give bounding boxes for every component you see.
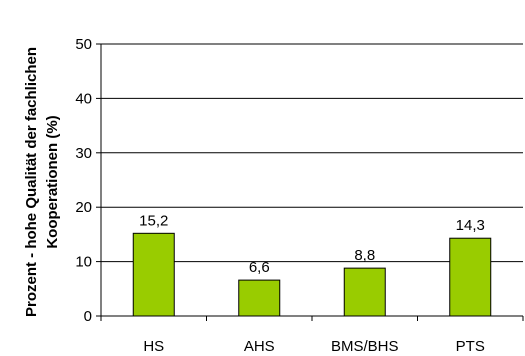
y-axis-tick-labels: 0 10 20 30 40 50	[75, 36, 92, 325]
x-tick-label-ahs: AHS	[244, 338, 275, 355]
bar-hs	[132, 232, 175, 317]
y-tick-label-30: 30	[75, 145, 92, 162]
y-tick-label-20: 20	[75, 199, 92, 216]
y-tick-label-40: 40	[75, 90, 92, 107]
y-axis-title-line-1: Prozent - hohe Qualität der fachlichen	[23, 47, 40, 317]
x-tick-label-hs: HS	[143, 338, 164, 355]
y-tick-label-0: 0	[84, 308, 92, 325]
data-label-ahs: 6,6	[249, 259, 270, 276]
data-label-bms-bhs: 8,8	[354, 247, 375, 264]
axes	[96, 43, 524, 321]
data-label-pts: 14,3	[456, 217, 485, 234]
bar-pts	[449, 237, 492, 317]
x-tick-label-pts: PTS	[456, 338, 485, 355]
y-axis-title: Prozent - hohe Qualität der fachlichen K…	[23, 47, 61, 317]
x-axis-tick-labels: HS AHS BMS/BHS PTS	[143, 338, 485, 355]
y-axis-title-line-2: Kooperationen (%)	[44, 115, 61, 248]
x-tick-label-bms-bhs: BMS/BHS	[331, 338, 399, 355]
y-tick-label-50: 50	[75, 36, 92, 53]
data-labels: 15,2 6,6 8,8 14,3	[139, 212, 485, 276]
bars	[132, 232, 492, 317]
data-label-hs: 15,2	[139, 212, 168, 229]
y-tick-label-10: 10	[75, 254, 92, 271]
bar-ahs	[238, 279, 281, 317]
bar-bms-bhs	[343, 267, 386, 317]
